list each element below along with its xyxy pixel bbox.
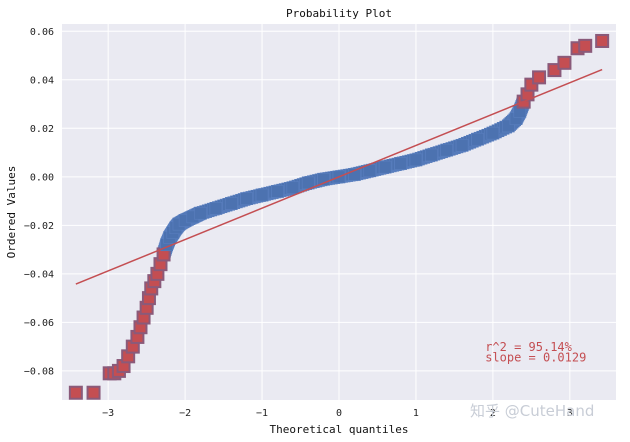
data-point: [255, 188, 269, 202]
data-point: [425, 148, 438, 162]
x-axis-label: Theoretical quantiles: [269, 423, 408, 436]
x-tick-label: 3: [567, 408, 573, 419]
fit-line-group: [75, 68, 603, 285]
x-tick-label: 1: [413, 408, 419, 419]
x-tick-label: 0: [336, 408, 342, 419]
x-tick-label: −3: [102, 408, 114, 419]
data-point: [409, 153, 423, 167]
outlier-point: [547, 63, 562, 78]
x-tick-label: −2: [179, 408, 191, 419]
y-tick-labels: −0.08 −0.06 −0.04 −0.02 0.00 0.02 0.04 0.06: [24, 27, 54, 378]
data-point: [224, 197, 238, 210]
data-point: [471, 132, 484, 146]
y-tick-label: −0.06: [24, 318, 54, 329]
watermark: 知乎 @CuteHand: [470, 402, 594, 420]
y-axis-label: Ordered Values: [5, 166, 18, 259]
y-tick-label: 0.06: [30, 27, 54, 38]
x-tick-labels: −3 −2 −1 0 1 2 3: [102, 408, 573, 419]
outlier-point: [557, 55, 572, 70]
outlier-point: [578, 38, 593, 53]
chart-title: Probability Plot: [286, 7, 392, 20]
data-point: [194, 206, 207, 220]
outlier-point: [68, 385, 83, 400]
data-points: [68, 33, 610, 400]
data-point: [209, 202, 223, 215]
data-point: [378, 160, 392, 174]
data-point: [394, 157, 407, 170]
outlier-point: [86, 385, 101, 400]
r-squared-annotation: r^2 = 95.14%: [485, 340, 572, 354]
data-point: [286, 181, 300, 195]
data-point: [271, 185, 284, 198]
data-point: [440, 143, 454, 157]
y-tick-label: −0.08: [24, 366, 54, 377]
y-tick-label: −0.02: [24, 221, 54, 232]
outlier-point: [532, 70, 547, 85]
slope-annotation: slope = 0.0129: [485, 351, 586, 365]
y-tick-label: −0.04: [24, 269, 54, 280]
x-tick-label: −1: [256, 408, 268, 419]
y-tick-label: 0.00: [30, 172, 54, 183]
y-tick-label: 0.02: [30, 124, 54, 135]
data-point: [455, 138, 469, 152]
x-tick-label: 2: [490, 408, 496, 419]
y-tick-label: 0.04: [30, 75, 54, 86]
data-point: [240, 192, 253, 205]
outlier-point: [595, 33, 610, 48]
fit-line: [75, 68, 603, 285]
data-point: [486, 126, 500, 140]
